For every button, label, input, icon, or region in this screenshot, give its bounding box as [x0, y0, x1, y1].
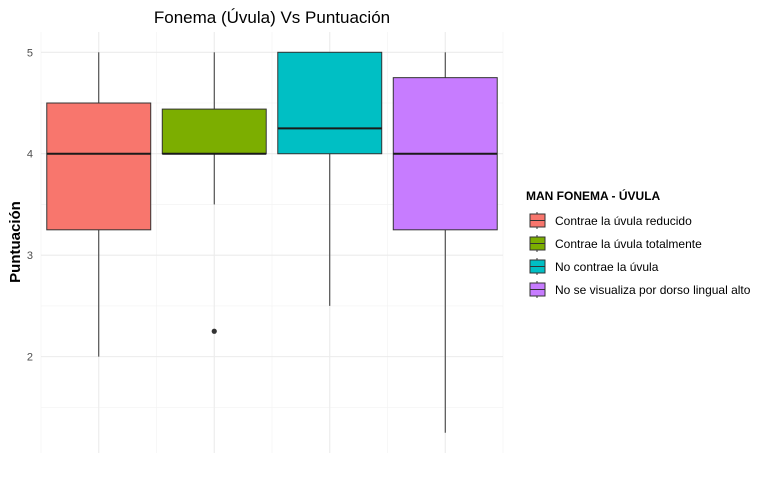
legend-label: No contrae la úvula: [555, 260, 659, 274]
legend-label: No se visualiza por dorso lingual alto: [555, 283, 751, 297]
legend-item-contrae-la-uvula-reducido: Contrae la úvula reducido: [529, 212, 692, 229]
box-no-se-visualiza-por-dorso-lingual-alto: [392, 52, 498, 433]
boxes: [46, 51, 498, 433]
y-tick-label: 3: [27, 250, 33, 262]
box-contrae-la-uvula-reducido: [46, 52, 152, 357]
box-iqr: [46, 102, 152, 231]
legend-title: MAN FONEMA - ÚVULA: [526, 188, 661, 203]
y-axis-ticks: 2 3 4 5: [27, 47, 33, 363]
box-no-contrae-la-uvula: [277, 51, 383, 306]
legend-label: Contrae la úvula totalmente: [555, 237, 702, 251]
box-iqr: [161, 108, 267, 155]
y-tick-label: 2: [27, 352, 33, 364]
legend-item-contrae-la-uvula-totalmente: Contrae la úvula totalmente: [529, 235, 702, 252]
y-tick-label: 4: [27, 149, 33, 161]
outlier-point: [211, 328, 217, 334]
box-contrae-la-uvula-totalmente: [161, 52, 267, 334]
legend-item-no-contrae-la-uvula: No contrae la úvula: [529, 258, 659, 275]
box-iqr: [277, 51, 383, 155]
legend: MAN FONEMA - ÚVULA Contrae la úvula redu…: [526, 188, 751, 298]
legend-item-no-se-visualiza-por-dorso-lingual-alto: No se visualiza por dorso lingual alto: [529, 281, 751, 298]
chart-title: Fonema (Úvula) Vs Puntuación: [154, 8, 390, 27]
y-axis-label: Puntuación: [7, 201, 24, 283]
legend-label: Contrae la úvula reducido: [555, 214, 692, 228]
y-tick-label: 5: [27, 47, 33, 59]
